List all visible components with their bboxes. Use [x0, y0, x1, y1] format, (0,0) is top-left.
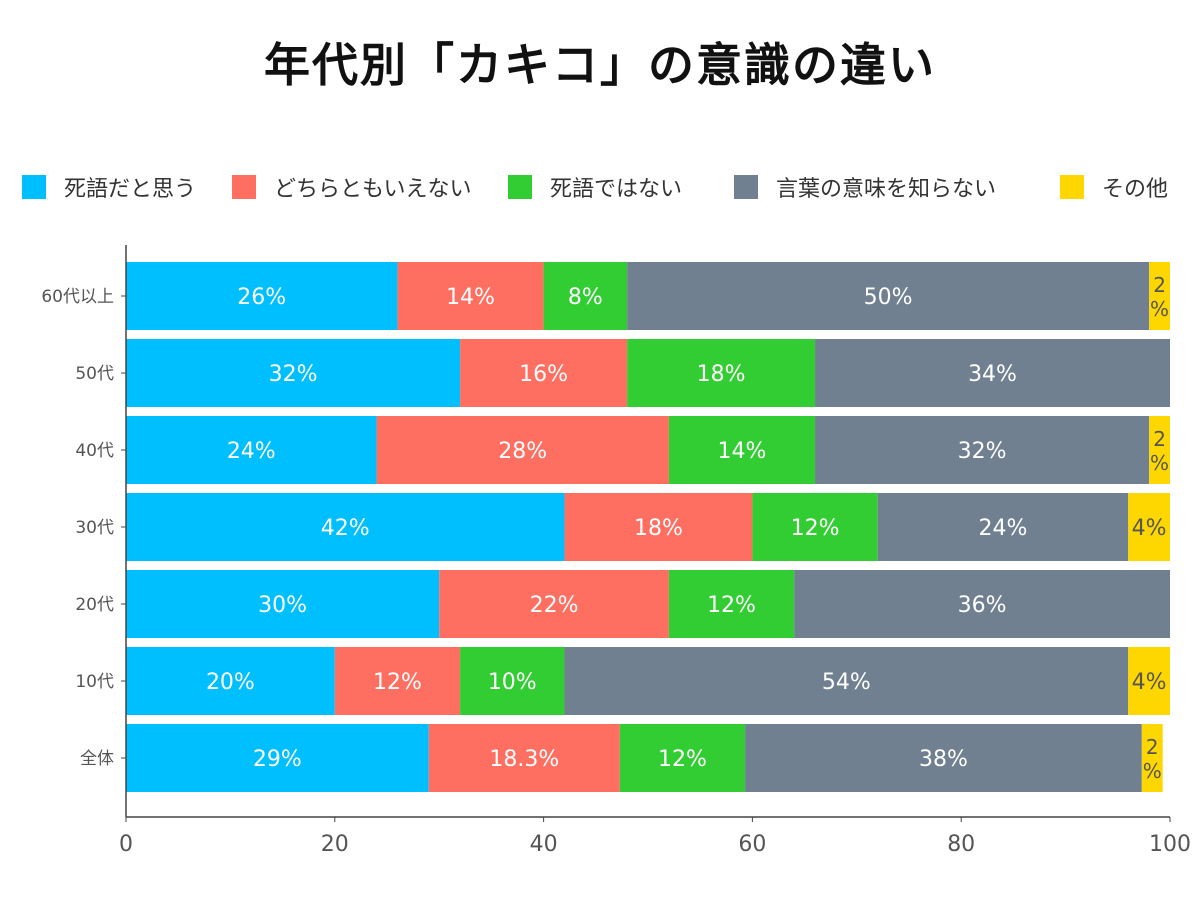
bar-value-label: 20% [206, 670, 255, 695]
bar-segment [126, 570, 440, 638]
bar-value-label: 54% [822, 670, 871, 695]
bar-value-label: 32% [958, 439, 1007, 464]
y-tick-label: 60代以上 [41, 287, 114, 307]
legend-label: どちらともいえない [274, 177, 472, 202]
bar-segment [126, 493, 565, 561]
bar-value-label: 24% [979, 516, 1028, 541]
bar-value-label: 8% [568, 285, 603, 310]
bar-segment [460, 339, 628, 407]
legend-item-other: その他 [1060, 170, 1168, 204]
bar-value-label: 24% [227, 439, 276, 464]
legend-item-dochira: どちらともいえない [232, 170, 472, 204]
legend-swatch [508, 175, 532, 199]
bar-segment [815, 339, 1170, 407]
bar-value-label: 14% [718, 439, 767, 464]
bar-value-label: 12% [658, 747, 707, 772]
y-tick-label: 全体 [80, 749, 114, 769]
bar-value-label: 34% [968, 362, 1017, 387]
bar-segment [543, 262, 628, 330]
bar-segment [1128, 493, 1170, 561]
bar-segment [745, 724, 1142, 792]
bar-value-label: 4% [1132, 516, 1167, 541]
x-tick-label: 100 [1149, 832, 1191, 857]
y-tick-label: 50代 [75, 364, 114, 384]
bar-value-label: 29% [253, 747, 302, 772]
bar-segment [439, 570, 669, 638]
bar-value-label: 16% [519, 362, 568, 387]
bar-value-label: 26% [237, 285, 286, 310]
legend-swatch [734, 175, 758, 199]
bar-segment [627, 262, 1150, 330]
bar-segment [126, 262, 398, 330]
bar-segment [126, 339, 461, 407]
bar-value-label: 2% [1150, 427, 1169, 475]
legend-label: その他 [1102, 177, 1169, 202]
bar-segment [334, 647, 461, 715]
bar-value-label: 22% [530, 593, 579, 618]
y-tick-label: 30代 [75, 518, 114, 538]
bar-value-label: 2% [1143, 735, 1162, 783]
bar-segment [877, 493, 1129, 561]
legend-item-unknown: 言葉の意味を知らない [734, 170, 996, 204]
bar-value-label: 32% [269, 362, 318, 387]
legend-swatch [232, 175, 256, 199]
bar-segment [564, 647, 1129, 715]
bar-segment [376, 416, 669, 484]
bar-value-label: 38% [919, 747, 968, 772]
x-tick-label: 60 [738, 832, 766, 857]
x-tick-label: 80 [947, 832, 975, 857]
legend-swatch [22, 175, 46, 199]
bar-segment [126, 724, 429, 792]
bar-value-label: 2% [1150, 273, 1169, 321]
bar-segment [668, 416, 816, 484]
bar-value-label: 12% [707, 593, 756, 618]
x-tick-label: 40 [530, 832, 558, 857]
chart-legend: 死語だと思う どちらともいえない 死語ではない 言葉の意味を知らない その他 [0, 170, 1200, 204]
x-tick-label: 0 [119, 832, 133, 857]
bar-segment [564, 493, 753, 561]
bar-value-label: 14% [446, 285, 495, 310]
bar-segment [126, 647, 335, 715]
legend-item-not-shigo: 死語ではない [508, 170, 682, 204]
bar-segment [752, 493, 878, 561]
bar-segment [1128, 647, 1170, 715]
legend-label: 死語ではない [550, 177, 683, 202]
chart-title: 年代別「カキコ」の意識の違い [264, 38, 936, 92]
bar-value-label: 10% [488, 670, 537, 695]
bar-segment [428, 724, 620, 792]
y-tick-label: 10代 [75, 672, 114, 692]
legend-swatch [1060, 175, 1084, 199]
x-tick-label: 20 [321, 832, 349, 857]
bar-segment [1149, 416, 1170, 484]
bar-value-label: 18% [634, 516, 683, 541]
bar-segment [126, 416, 377, 484]
legend-label: 言葉の意味を知らない [776, 177, 997, 202]
bar-segment [668, 570, 795, 638]
bar-value-label: 4% [1132, 670, 1167, 695]
y-tick-label: 40代 [75, 441, 114, 461]
bar-segment [397, 262, 544, 330]
bar-value-label: 30% [258, 593, 307, 618]
bar-segment [619, 724, 746, 792]
bar-segment [794, 570, 1170, 638]
bar-segment [1149, 262, 1170, 330]
legend-item-shigo: 死語だと思う [22, 170, 196, 204]
bar-segment [1141, 724, 1163, 792]
bar-segment [460, 647, 565, 715]
bar-value-label: 50% [864, 285, 913, 310]
bar-value-label: 42% [321, 516, 370, 541]
bar-segment [627, 339, 816, 407]
y-tick-label: 20代 [75, 595, 114, 615]
bar-value-label: 18.3% [489, 747, 559, 772]
legend-label: 死語だと思う [64, 177, 197, 202]
bar-value-label: 18% [697, 362, 746, 387]
bar-value-label: 28% [498, 439, 547, 464]
bar-value-label: 12% [791, 516, 840, 541]
bar-value-label: 36% [958, 593, 1007, 618]
bar-value-label: 12% [373, 670, 422, 695]
bar-segment [815, 416, 1150, 484]
